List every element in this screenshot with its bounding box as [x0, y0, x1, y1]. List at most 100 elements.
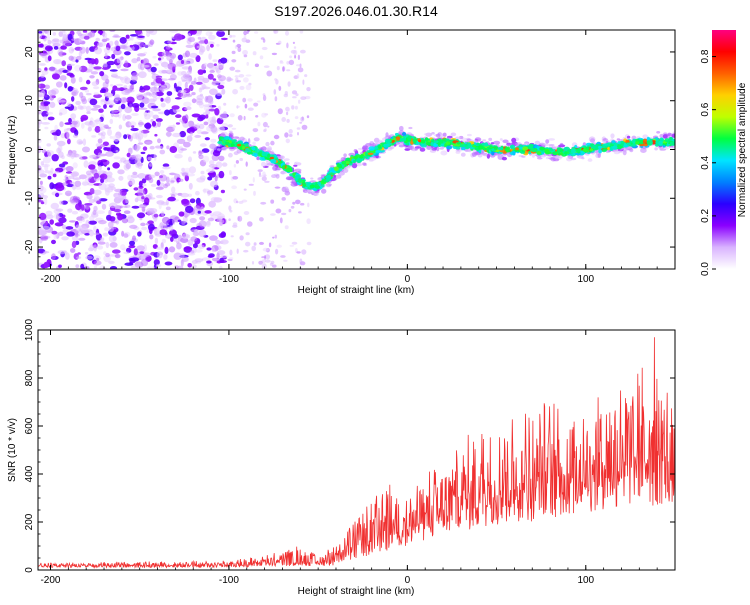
spectrogram-cell [124, 51, 131, 56]
spectrogram-cell [124, 198, 130, 204]
spectrogram-cell [112, 249, 121, 254]
spectrogram-cell [207, 73, 214, 80]
spectrogram-cell [115, 150, 119, 153]
spectrogram-cell [244, 103, 248, 109]
spectrogram-cell [410, 141, 414, 145]
spectrogram-cell [241, 37, 248, 43]
spectrogram-cell [153, 259, 160, 266]
spectrogram-cell [135, 30, 143, 35]
spectrogram-cell [353, 159, 356, 164]
spectrogram-cell [450, 132, 457, 137]
spectrogram-cell [47, 151, 52, 157]
spectrogram-cell [71, 120, 79, 125]
spectrogram-cell [129, 103, 133, 108]
spectrogram-cell [90, 190, 95, 195]
spectrogram-cell [217, 126, 226, 132]
spectrogram-cell [155, 91, 164, 97]
spectrogram-cell [166, 91, 173, 96]
spectrogram-cell [625, 139, 630, 144]
spectrogram-cell [597, 145, 603, 150]
spectrogram-cell [229, 249, 233, 256]
spectrogram-cell [285, 138, 290, 144]
spectrogram-cell [79, 156, 88, 160]
spectrogram-cell [160, 102, 166, 108]
spectrogram-cell [126, 96, 135, 104]
spectrogram-cell [362, 162, 367, 166]
spectrogram-cell [124, 88, 133, 94]
spectrogram-cell [94, 47, 102, 55]
spectrogram-cell [149, 228, 153, 235]
spectrogram-cell [84, 233, 90, 236]
spectrogram-cell [221, 138, 226, 141]
spectrogram-cell [123, 251, 130, 255]
spectrogram-cell [103, 104, 107, 109]
spectrogram-cell [279, 217, 283, 224]
spectrogram-cell [152, 97, 158, 102]
spectrogram-cell [159, 229, 168, 236]
spectrogram-cell [607, 146, 610, 151]
spectrogram-cell [79, 46, 86, 54]
spectrogram-cell [207, 172, 215, 176]
spectrogram-cell [42, 115, 48, 121]
spectrogram-cell [88, 198, 95, 204]
spectrogram-cell [163, 254, 168, 260]
spectrogram-cell [262, 38, 266, 43]
spectrogram-cell [178, 178, 184, 182]
spectrogram-cell [300, 116, 305, 122]
y-tick-label: -10 [24, 191, 35, 206]
spectrogram-cell [220, 57, 228, 64]
spectrogram-cell [299, 63, 302, 68]
spectrogram-cell [288, 59, 295, 66]
spectrogram-cell [161, 98, 169, 102]
spectrogram-cell [50, 167, 54, 174]
spectrogram-cell [106, 60, 116, 66]
spectrogram-cell [140, 151, 146, 155]
spectrogram-cell [173, 33, 183, 41]
spectrogram-cell [185, 205, 194, 213]
spectrogram-cell [46, 111, 54, 115]
spectrogram-cell [88, 220, 97, 225]
spectrogram-cell [192, 243, 198, 249]
spectrogram-cell [123, 134, 128, 140]
spectrogram-cell [141, 64, 150, 68]
spectrogram-cell [216, 30, 226, 37]
spectrogram-cell [97, 138, 103, 144]
spectrogram-cell [39, 52, 48, 58]
spectrogram-cell [190, 250, 195, 254]
spectrogram-cell [597, 153, 601, 158]
spectrogram-cell [131, 103, 140, 108]
colorbar-tick-label: 0.2 [700, 209, 711, 223]
spectrogram-cell [196, 123, 200, 127]
spectrogram-cell [209, 99, 214, 105]
spectrogram-cell [56, 140, 66, 147]
spectrogram-cell [654, 147, 658, 151]
spectrogram-cell [292, 41, 295, 45]
x-tick-label: -100 [219, 274, 239, 285]
spectrogram-cell [140, 259, 149, 267]
spectrogram-cell [102, 62, 108, 69]
spectrogram-cell [183, 141, 191, 148]
spectrogram-cell [75, 59, 79, 63]
spectrogram-cell [169, 30, 178, 33]
spectrogram-cell [656, 131, 661, 134]
spectrogram-cell [41, 70, 49, 75]
spectrogram-cell [45, 104, 50, 112]
spectrogram-cell [429, 149, 437, 153]
spectrogram-cell [419, 147, 426, 152]
spectrogram-cell [531, 149, 538, 153]
spectrogram-cell [536, 151, 542, 155]
spectrogram-cell [63, 128, 68, 134]
spectrogram-cell [159, 170, 165, 174]
spectrogram-cell [640, 148, 647, 153]
spectrogram-cell [124, 77, 131, 85]
spectrogram-cell [71, 240, 77, 249]
spectrogram-cell [62, 33, 67, 40]
spectrogram-cell [334, 174, 342, 179]
spectrogram-cell [221, 88, 226, 95]
spectrogram-cell [306, 87, 311, 92]
spectrogram-cell [143, 244, 147, 252]
spectrogram-cell [637, 139, 645, 145]
spectrogram-cell [95, 143, 101, 148]
spectrogram-cell [292, 201, 296, 205]
